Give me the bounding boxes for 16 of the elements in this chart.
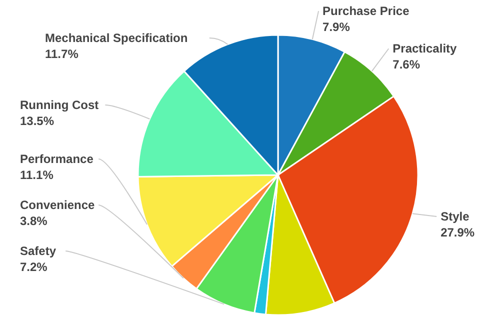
data-label: 27.9% [440, 226, 475, 240]
data-label: 13.5% [20, 114, 54, 128]
slice-label: Style [440, 210, 470, 224]
data-label: 11.7% [45, 47, 79, 61]
data-label: 7.6% [392, 58, 420, 72]
slice-label: Safety [20, 244, 56, 258]
data-label: 11.1% [20, 168, 54, 182]
data-label: 3.8% [20, 214, 48, 228]
slice-label: Convenience [20, 198, 96, 212]
slice-label: Practicality [392, 42, 458, 56]
slice-label: Mechanical Specification [45, 31, 188, 45]
slice-label: Performance [20, 152, 94, 166]
data-label: 7.9% [322, 20, 350, 34]
data-label: 7.2% [20, 260, 48, 274]
slice-label: Purchase Price [322, 4, 410, 18]
slice-label: Running Cost [20, 98, 99, 112]
